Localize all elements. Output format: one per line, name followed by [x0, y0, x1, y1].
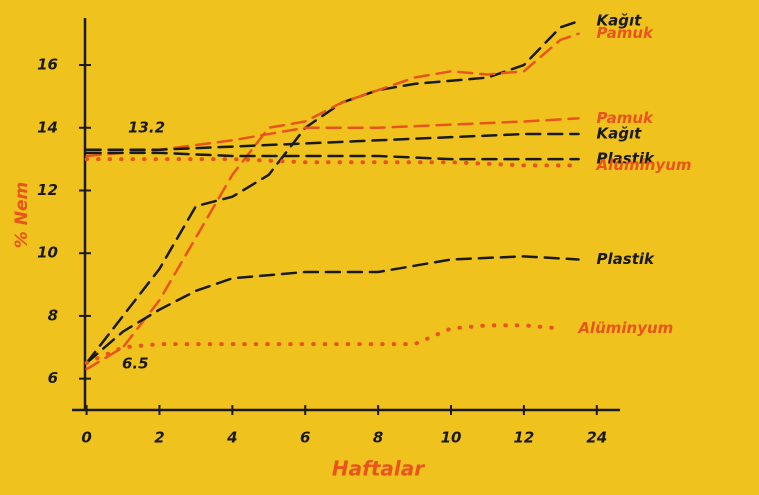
series-label: Kağıt	[597, 125, 643, 143]
line-series	[87, 153, 579, 159]
y-tick-label: 10	[37, 244, 58, 262]
x-tick-label: 0	[81, 429, 91, 447]
y-tick-label: 8	[48, 306, 58, 324]
x-tick-label: 12	[513, 429, 534, 447]
y-tick-label: 12	[37, 181, 58, 199]
x-tick-label: 2	[154, 429, 164, 447]
series-label: Alüminyum	[577, 319, 673, 337]
annotation: 13.2	[128, 119, 165, 137]
annotation: 6.5	[122, 355, 149, 373]
line-series	[87, 325, 561, 363]
x-tick-label: 4	[226, 429, 237, 447]
series-label: Plastik	[597, 250, 655, 268]
series-label: Alüminyum	[596, 156, 692, 174]
y-tick-label: 14	[37, 118, 58, 136]
y-tick-label: 6	[48, 369, 58, 387]
x-tick-label: 10	[441, 429, 462, 447]
line-series	[87, 34, 579, 370]
x-tick-label: 8	[373, 429, 383, 447]
x-tick-label: 6	[300, 429, 310, 447]
y-axis-label: % Nem	[12, 182, 32, 248]
x-tick-label: 24	[586, 429, 607, 447]
chart: Haftalar % Nem 13.2 6.5 0246810122468101…	[0, 0, 759, 495]
series-label: Pamuk	[597, 24, 654, 42]
line-series	[87, 256, 579, 363]
x-axis-label: Haftalar	[332, 457, 425, 481]
y-tick-label: 16	[37, 56, 58, 74]
